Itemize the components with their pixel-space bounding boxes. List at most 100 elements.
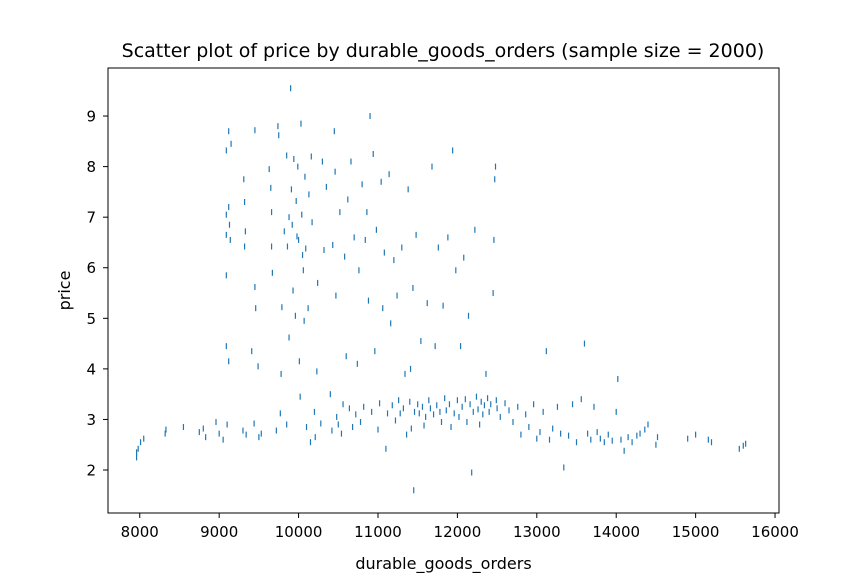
data-point	[388, 171, 390, 178]
x-tick-label: 10000	[275, 523, 323, 541]
data-point	[593, 403, 595, 410]
data-point	[286, 243, 289, 250]
data-point	[275, 427, 277, 434]
data-point	[310, 153, 312, 160]
data-point	[378, 400, 381, 407]
data-point	[431, 163, 433, 170]
data-point	[225, 211, 227, 218]
data-point	[253, 420, 255, 427]
data-point	[342, 401, 344, 408]
data-point	[333, 128, 335, 135]
data-point	[301, 252, 304, 259]
data-point	[137, 445, 139, 452]
data-point	[552, 425, 554, 432]
data-point	[512, 418, 514, 425]
data-point	[475, 393, 478, 400]
data-point	[290, 85, 292, 92]
data-point	[222, 436, 224, 443]
data-point	[372, 150, 374, 157]
data-point	[545, 348, 547, 355]
data-point	[225, 272, 227, 279]
data-point	[495, 397, 497, 404]
y-tick-label: 4	[86, 360, 96, 378]
data-point	[587, 430, 589, 437]
data-point	[656, 434, 659, 441]
data-point	[439, 408, 441, 415]
data-point	[434, 343, 436, 350]
data-point	[571, 401, 574, 408]
data-point	[647, 421, 649, 428]
data-point	[533, 401, 535, 408]
data-point	[742, 442, 744, 449]
data-point	[294, 312, 296, 319]
data-point	[337, 421, 339, 428]
data-point	[215, 418, 217, 425]
data-point	[321, 158, 323, 165]
data-point	[292, 287, 294, 294]
data-point	[639, 430, 641, 437]
data-point	[218, 430, 220, 437]
data-point	[336, 413, 338, 420]
x-tick-label: 12000	[434, 523, 482, 541]
chart-title: Scatter plot of price by durable_goods_o…	[122, 40, 765, 62]
data-point	[405, 431, 408, 438]
data-point	[283, 228, 285, 235]
data-point	[437, 244, 439, 251]
data-point	[302, 267, 304, 274]
data-point	[339, 209, 341, 216]
data-point	[428, 397, 430, 404]
data-point	[413, 408, 416, 415]
data-point	[270, 243, 273, 250]
data-point	[644, 426, 646, 433]
data-point	[165, 426, 167, 433]
data-point	[225, 147, 227, 154]
data-point	[472, 408, 474, 415]
data-point	[710, 439, 713, 446]
data-point	[617, 375, 619, 382]
data-point	[245, 431, 247, 438]
data-point	[228, 128, 230, 135]
data-point	[402, 405, 404, 412]
data-point	[456, 397, 458, 404]
data-point	[288, 214, 290, 221]
data-point	[286, 421, 288, 428]
data-point	[301, 211, 303, 218]
data-point	[303, 317, 305, 324]
data-point	[399, 410, 401, 417]
data-point	[483, 402, 485, 409]
data-point	[353, 234, 355, 241]
data-point	[461, 403, 463, 410]
data-point	[425, 413, 427, 420]
data-point	[242, 427, 244, 434]
y-tick-label: 7	[86, 209, 96, 227]
data-point	[539, 429, 541, 436]
y-axis-title: price	[55, 271, 74, 311]
data-point	[455, 267, 457, 274]
data-point	[407, 186, 409, 193]
data-point	[260, 430, 262, 437]
data-point	[331, 427, 333, 434]
data-point	[291, 221, 293, 228]
data-point	[401, 244, 403, 251]
x-tick-label: 11000	[354, 523, 402, 541]
data-point	[508, 407, 510, 414]
data-point	[486, 395, 489, 402]
data-point	[258, 434, 260, 441]
data-point	[452, 147, 454, 154]
data-point	[417, 401, 419, 408]
data-point	[410, 425, 412, 432]
data-point	[583, 340, 586, 347]
data-point	[254, 283, 256, 290]
data-point	[300, 120, 302, 127]
data-point	[426, 300, 428, 307]
data-point	[636, 432, 638, 439]
data-point	[458, 413, 460, 420]
data-point	[560, 430, 562, 437]
data-point	[623, 447, 625, 454]
data-point	[164, 430, 166, 437]
data-point	[382, 305, 384, 312]
data-point	[323, 247, 325, 254]
data-point	[599, 435, 601, 442]
data-point	[695, 431, 697, 438]
